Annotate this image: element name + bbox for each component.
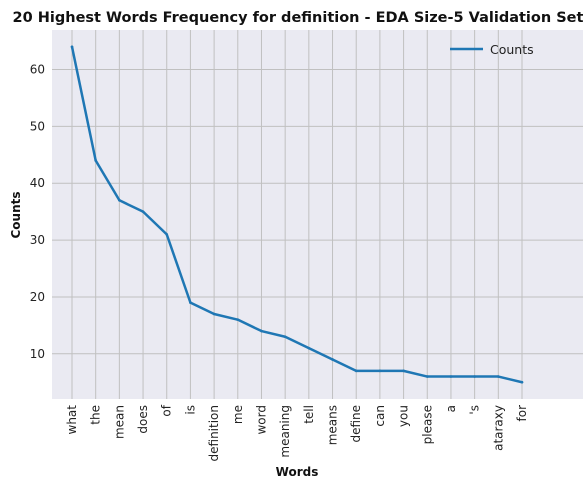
data-point [473,375,476,378]
x-tick-label: ataraxy [491,405,505,451]
x-tick-label: the [89,405,103,425]
data-point [331,358,334,361]
y-axis-label: Counts [9,191,23,238]
plot-area [52,30,583,399]
x-tick-label: word [254,405,268,435]
data-point [307,346,311,350]
y-tick-label: 40 [30,176,45,190]
data-point [165,233,169,236]
x-tick-label: 's [468,405,482,415]
legend: Counts [450,42,534,57]
data-point [520,380,524,384]
x-tick-label: meaning [278,405,292,458]
data-point [118,198,121,202]
data-point [236,318,240,321]
grid [52,30,583,399]
x-axis-label: Words [276,465,319,479]
x-tick-label: please [420,405,434,444]
x-axis: what the mean does of is definition me word meani… [65,404,529,461]
data-point [189,301,192,304]
x-tick-label: of [160,404,174,416]
data-point [425,375,429,378]
y-tick-label: 30 [30,233,45,247]
x-tick-label: does [136,405,150,434]
y-tick-label: 60 [30,63,45,77]
x-tick-label: is [183,405,197,415]
data-point [402,369,405,373]
x-tick-label: for [515,405,529,422]
x-tick-label: can [373,405,387,427]
data-point [141,210,145,213]
series-layer [70,45,524,384]
data-point [449,375,453,378]
chart-title: 20 Highest Words Frequency for definitio… [13,10,583,26]
data-point [260,329,263,333]
data-point [354,369,358,373]
x-tick-label: means [326,405,340,445]
y-tick-label: 10 [30,347,45,361]
y-axis: 10 20 30 40 50 60 [30,63,45,361]
data-point [70,45,74,49]
y-tick-label: 20 [30,290,45,304]
x-tick-label: you [397,405,411,427]
x-tick-label: define [349,405,363,443]
legend-label: Counts [490,42,534,57]
x-tick-label: mean [112,405,126,439]
data-point [94,159,97,162]
x-tick-label: tell [302,405,316,424]
data-point [212,312,216,316]
x-tick-label: what [65,405,79,435]
data-point [497,375,500,378]
series-line [70,45,524,384]
x-tick-label: a [444,405,458,412]
x-tick-label: me [231,405,245,424]
x-tick-label: definition [207,405,221,461]
data-point [378,369,382,373]
data-point [283,335,287,339]
y-tick-label: 50 [30,119,45,133]
